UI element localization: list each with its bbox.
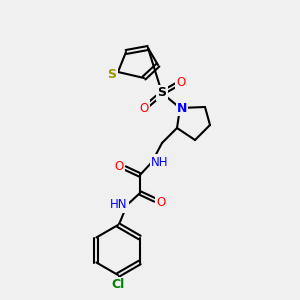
Text: S: S — [158, 86, 166, 100]
Text: NH: NH — [151, 155, 169, 169]
Text: O: O — [114, 160, 124, 172]
Text: O: O — [140, 101, 148, 115]
Text: HN: HN — [110, 199, 128, 212]
Text: Cl: Cl — [111, 278, 124, 292]
Text: S: S — [107, 68, 116, 80]
Text: O: O — [156, 196, 166, 208]
Text: N: N — [177, 101, 187, 115]
Text: O: O — [176, 76, 186, 89]
